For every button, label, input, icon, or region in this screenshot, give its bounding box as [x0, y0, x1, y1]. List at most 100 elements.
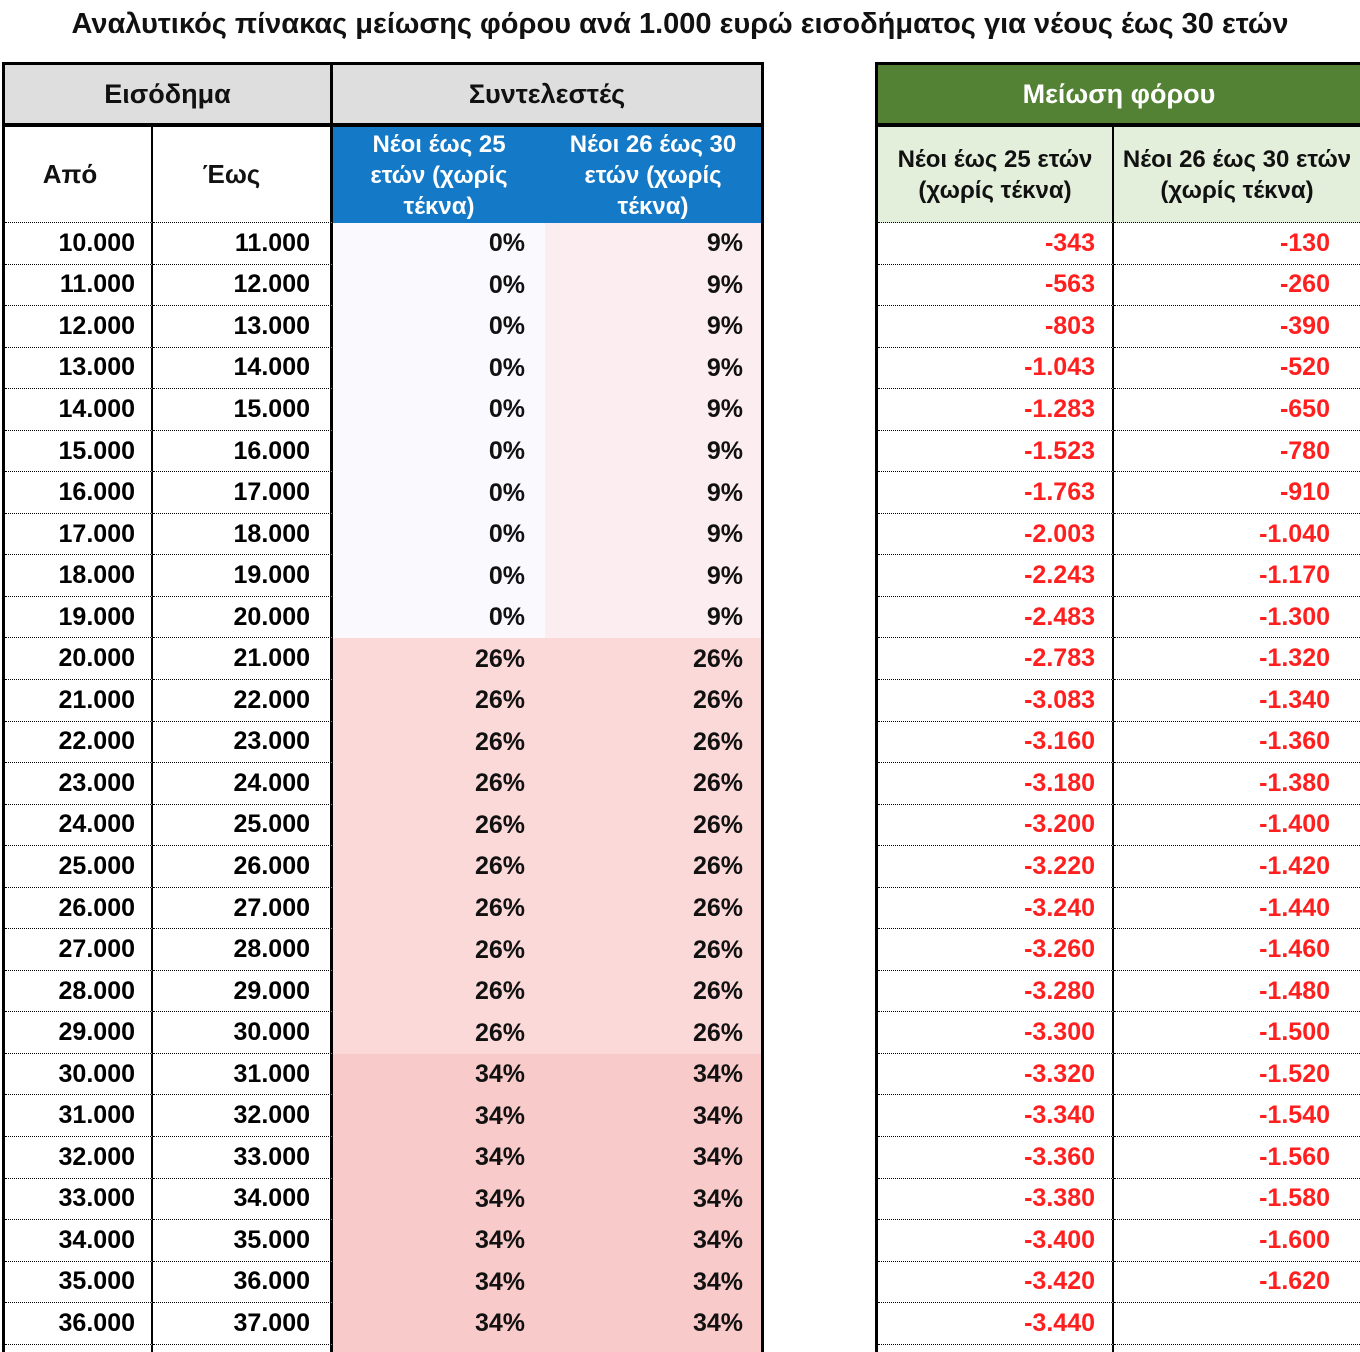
income-to-cell: 21.000: [153, 638, 333, 681]
income-to-cell: 12.000: [153, 264, 333, 307]
reduction-under25-cell: -1.043: [878, 347, 1114, 390]
rate-under25-cell: 26%: [333, 846, 545, 888]
income-to-cell: 20.000: [153, 596, 333, 639]
rate-26to30-cell: 9%: [545, 223, 761, 265]
reduction-under25-cell: -3.260: [878, 929, 1114, 971]
rate-26to30-cell: 9%: [545, 430, 761, 473]
income-from-cell: 32.000: [5, 1137, 153, 1179]
reduction-under25-cell: -3.380: [878, 1178, 1114, 1221]
rate-26to30-cell: 9%: [545, 389, 761, 431]
reduction-under25-cell: -1.523: [878, 430, 1114, 473]
reduction-under25-cell: -563: [878, 264, 1114, 307]
page-title: Αναλυτικός πίνακας μείωσης φόρου ανά 1.0…: [71, 8, 1289, 40]
rate-26to30-cell: 26%: [545, 680, 761, 722]
rate-under25-cell: 26%: [333, 721, 545, 764]
rate-under25-cell: 34%: [333, 1178, 545, 1221]
rate-under25-cell: 26%: [333, 763, 545, 805]
income-from-cell: 25.000: [5, 846, 153, 888]
income-to-cell: 22.000: [153, 680, 333, 722]
income-from-cell: 21.000: [5, 680, 153, 722]
reduction-26to30-cell: -1.340: [1114, 680, 1360, 722]
reduction-under25-cell: -3.340: [878, 1095, 1114, 1138]
income-from-cell: 14.000: [5, 389, 153, 431]
income-rates-table: Εισόδημα Συντελεστές Από Έως Νέοι έως 25…: [2, 62, 764, 1352]
rate-26to30-cell: 34%: [545, 1261, 761, 1304]
reduction-26to30-cell: -1.380: [1114, 763, 1360, 805]
reduction-under25-cell: -3.320: [878, 1053, 1114, 1096]
reduction-26to30-cell: -1.600: [1114, 1220, 1360, 1262]
rate-26to30-cell: 26%: [545, 763, 761, 805]
rate-under25-cell: 0%: [333, 264, 545, 307]
income-from-cell: 20.000: [5, 638, 153, 681]
reduction-under25-cell: -3.180: [878, 763, 1114, 805]
income-from-cell: 29.000: [5, 1012, 153, 1054]
income-from-cell: 18.000: [5, 555, 153, 597]
income-from-cell: 27.000: [5, 929, 153, 971]
income-to-cell: 15.000: [153, 389, 333, 431]
income-to-cell: 16.000: [153, 430, 333, 473]
reduction-under25-cell: -2.003: [878, 513, 1114, 556]
income-to-cell: [153, 1344, 333, 1352]
reduction-26to30-cell: -910: [1114, 472, 1360, 514]
reduction-26to30-cell: -1.170: [1114, 555, 1360, 597]
rate-26to30-cell: 26%: [545, 929, 761, 971]
reduction-26to30-cell: -1.580: [1114, 1179, 1360, 1221]
reduction-26to30-cell: -1.320: [1114, 638, 1360, 681]
reduction-26to30-cell: -260: [1114, 265, 1360, 307]
income-from-cell: 22.000: [5, 721, 153, 764]
rate-26to30-cell: 34%: [545, 1303, 761, 1345]
income-from-cell: 36.000: [5, 1303, 153, 1345]
rate-under25-cell: 0%: [333, 555, 545, 597]
reduction-under25-cell: -1.763: [878, 472, 1114, 514]
rate-26to30-cell: 26%: [545, 721, 761, 764]
income-from-cell: 23.000: [5, 763, 153, 805]
income-from-cell: 11.000: [5, 264, 153, 307]
column-header-rate-26to30: Νέοι 26 έως 30 ετών (χωρίς τέκνα): [545, 127, 761, 223]
rate-26to30-cell: 34%: [545, 1095, 761, 1138]
rate-26to30-cell: 26%: [545, 970, 761, 1013]
income-to-cell: 28.000: [153, 929, 333, 971]
reduction-under25-cell: -2.243: [878, 555, 1114, 597]
income-to-cell: 25.000: [153, 804, 333, 847]
rate-26to30-cell: 9%: [545, 596, 761, 639]
rate-under25-cell: 0%: [333, 596, 545, 639]
reduction-under25-cell: -3.280: [878, 970, 1114, 1013]
rates-section-header: Συντελεστές: [333, 65, 761, 127]
column-header-to: Έως: [153, 127, 333, 223]
rate-26to30-cell: 34%: [545, 1220, 761, 1262]
income-from-cell: 15.000: [5, 430, 153, 473]
reduction-26to30-cell: -1.540: [1114, 1095, 1360, 1138]
rate-under25-cell: 0%: [333, 389, 545, 431]
reduction-26to30-cell: -130: [1114, 223, 1360, 265]
income-to-cell: 17.000: [153, 472, 333, 514]
rate-26to30-cell: 26%: [545, 1012, 761, 1054]
rate-26to30-cell: 26%: [545, 804, 761, 847]
income-from-cell: 26.000: [5, 887, 153, 930]
income-to-cell: 27.000: [153, 887, 333, 930]
rate-under25-cell: 26%: [333, 680, 545, 722]
reduction-26to30-cell: -650: [1114, 389, 1360, 431]
reduction-under25-cell: -3.300: [878, 1012, 1114, 1054]
rate-under25-cell: 34%: [333, 1261, 545, 1304]
column-header-reduction-under25: Νέοι έως 25 ετών (χωρίς τέκνα): [878, 127, 1114, 223]
income-from-cell: 31.000: [5, 1095, 153, 1138]
reduction-26to30-cell: -1.040: [1114, 514, 1360, 556]
income-to-cell: 26.000: [153, 846, 333, 888]
rate-under25-cell: 26%: [333, 970, 545, 1013]
tax-reduction-table: Μείωση φόρου Νέοι έως 25 ετών (χωρίς τέκ…: [875, 62, 1360, 1352]
reduction-under25-cell: -803: [878, 306, 1114, 348]
reduction-under25-cell: [878, 1344, 1114, 1352]
income-to-cell: 23.000: [153, 721, 333, 764]
rate-under25-cell: 0%: [333, 472, 545, 514]
income-to-cell: 32.000: [153, 1095, 333, 1138]
rate-under25-cell: 0%: [333, 347, 545, 390]
income-section-header: Εισόδημα: [5, 65, 333, 127]
reduction-26to30-cell: -1.560: [1114, 1137, 1360, 1179]
income-from-cell: 33.000: [5, 1178, 153, 1221]
income-to-cell: 31.000: [153, 1053, 333, 1096]
reduction-26to30-cell: -1.420: [1114, 846, 1360, 888]
income-from-cell: 19.000: [5, 596, 153, 639]
rate-under25-cell: 34%: [333, 1220, 545, 1262]
reduction-26to30-cell: -1.300: [1114, 597, 1360, 639]
reduction-under25-cell: -3.360: [878, 1137, 1114, 1179]
